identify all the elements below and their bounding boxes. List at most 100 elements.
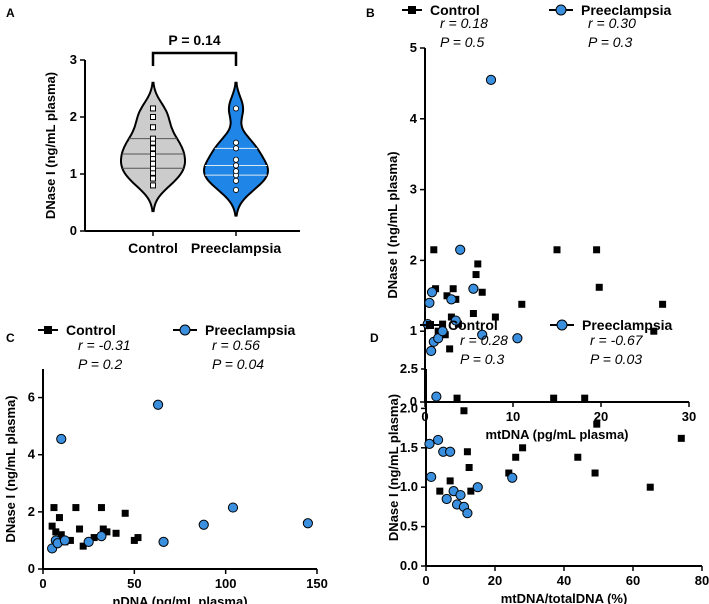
b-x-tick-label: 10 (506, 409, 520, 424)
a-preeclampsia-point (232, 162, 239, 169)
panel-d-scatter-chart: 0.0 0.5 1.0 1.5 2.0 2.5 0 20 40 60 80 mtDNA/totalDN… (386, 317, 709, 604)
b-preeclampsia-point (437, 326, 448, 337)
c-legend-pe-label: Preeclampsia (205, 322, 295, 338)
panel-label-c: C (6, 331, 15, 345)
d-legend-control-label: Control (448, 317, 498, 333)
b-control-point (595, 283, 603, 291)
b-preeclampsia-point (512, 333, 523, 344)
b-y-axis-label: DNase I (ng/mL plasma) (385, 151, 400, 298)
a-preeclampsia-point (232, 105, 239, 112)
c-legend-pe-marker (179, 324, 191, 336)
b-legend-pe-marker (555, 4, 567, 16)
a-control-point (150, 160, 156, 167)
b-control-point (469, 310, 477, 317)
a-y-tick-label: 3 (70, 52, 77, 67)
c-y-tick-label: 2 (28, 504, 35, 519)
c-control-point (72, 504, 80, 512)
d-preeclampsia-point (472, 482, 483, 493)
b-control-point (472, 271, 480, 279)
c-preeclampsia-point (152, 399, 164, 410)
a-control-point (150, 114, 156, 120)
d-control-point (460, 407, 468, 415)
a-preeclampsia-point (232, 177, 239, 184)
b-x-axis-label: mtDNA (pg/mL plasma) (485, 427, 628, 442)
panel-c-scatter-chart: 0 2 4 6 0 50 100 150 nDNA (pg/mL plasma) DNase I … (3, 322, 328, 604)
b-control-point (430, 246, 438, 254)
d-preeclampsia-point (445, 446, 456, 457)
b-y-tick-label: 0 (410, 394, 417, 409)
a-control-point (150, 105, 156, 112)
c-preeclampsia-point (96, 531, 107, 542)
d-control-point (512, 453, 520, 461)
panel-label-b: B (366, 6, 375, 20)
c-control-point (66, 536, 74, 544)
c-control-point (90, 534, 98, 542)
c-y-tick-label: 0 (28, 561, 35, 576)
b-control-point (478, 288, 486, 296)
a-control-point (150, 151, 156, 158)
b-y-tick-label: 4 (410, 111, 418, 126)
d-preeclampsia-point (431, 391, 442, 402)
b-control-point (593, 246, 601, 254)
d-control-point (505, 469, 513, 477)
c-y-tick-label: 4 (28, 447, 36, 462)
b-x-tick-label: 20 (594, 409, 608, 424)
c-control-point (76, 525, 84, 533)
d-preeclampsia-point (455, 489, 466, 501)
d-y-axis-label: DNase I (ng/mL plasma) (386, 394, 401, 541)
c-control-point (97, 504, 105, 512)
c-control-point (79, 542, 87, 550)
d-y-tick-label: 0.0 (400, 558, 418, 573)
d-y-tick-label: 2.0 (400, 400, 418, 415)
b-control-point (439, 320, 447, 328)
a-control-point (150, 175, 156, 182)
c-x-tick-label: 0 (39, 576, 46, 591)
d-preeclampsia-point (441, 493, 452, 505)
d-control-point (593, 420, 601, 428)
c-control-point (55, 514, 63, 522)
d-legend-pe-label: Preeclampsia (582, 317, 672, 333)
a-y-tick-label: 1 (70, 166, 77, 181)
panel-a-violin-chart: 0 1 2 3 DNase I (ng/mL plasma) Control Preecla… (43, 32, 300, 256)
c-control-point (50, 504, 58, 512)
c-x-tick-label: 100 (215, 576, 237, 591)
a-category-label: Control (128, 240, 178, 256)
d-control-point (446, 477, 454, 485)
c-preeclampsia-point (302, 518, 313, 529)
a-preeclampsia-point (232, 139, 239, 146)
d-x-tick-label: 80 (695, 573, 709, 588)
d-control-point (591, 469, 599, 477)
b-control-point (491, 313, 499, 321)
c-control-p: P = 0.2 (78, 356, 122, 372)
d-control-point (646, 483, 654, 491)
b-y-tick-label: 2 (410, 252, 417, 267)
c-control-point (134, 534, 142, 542)
a-preeclampsia-point (232, 168, 239, 175)
a-preeclampsia-point (232, 186, 239, 193)
c-pe-r: r = 0.56 (212, 337, 260, 353)
d-x-tick-label: 20 (488, 573, 502, 588)
b-control-point (446, 345, 454, 353)
b-pe-p: P = 0.3 (588, 34, 632, 50)
d-y-tick-label: 0.5 (400, 519, 418, 534)
d-control-p: P = 0.3 (460, 351, 504, 367)
c-x-tick-label: 150 (306, 576, 328, 591)
d-y-tick-label: 1.0 (400, 479, 418, 494)
a-control-point (150, 145, 156, 152)
d-control-point (550, 394, 558, 402)
d-x-axis-label: mtDNA/totalDNA (%) (501, 591, 628, 604)
a-preeclampsia-point (232, 156, 239, 163)
panel-label-a: A (6, 6, 15, 20)
b-legend-control-label: Control (430, 2, 480, 18)
c-control-point (112, 529, 120, 537)
c-control-point (57, 531, 65, 539)
b-preeclampsia-point (424, 297, 435, 308)
b-control-point (443, 292, 451, 300)
a-significance-bracket (151, 51, 238, 66)
b-control-point (553, 246, 561, 254)
c-pe-p: P = 0.04 (212, 356, 264, 372)
d-x-tick-label: 40 (557, 573, 571, 588)
a-control-point (150, 135, 156, 142)
